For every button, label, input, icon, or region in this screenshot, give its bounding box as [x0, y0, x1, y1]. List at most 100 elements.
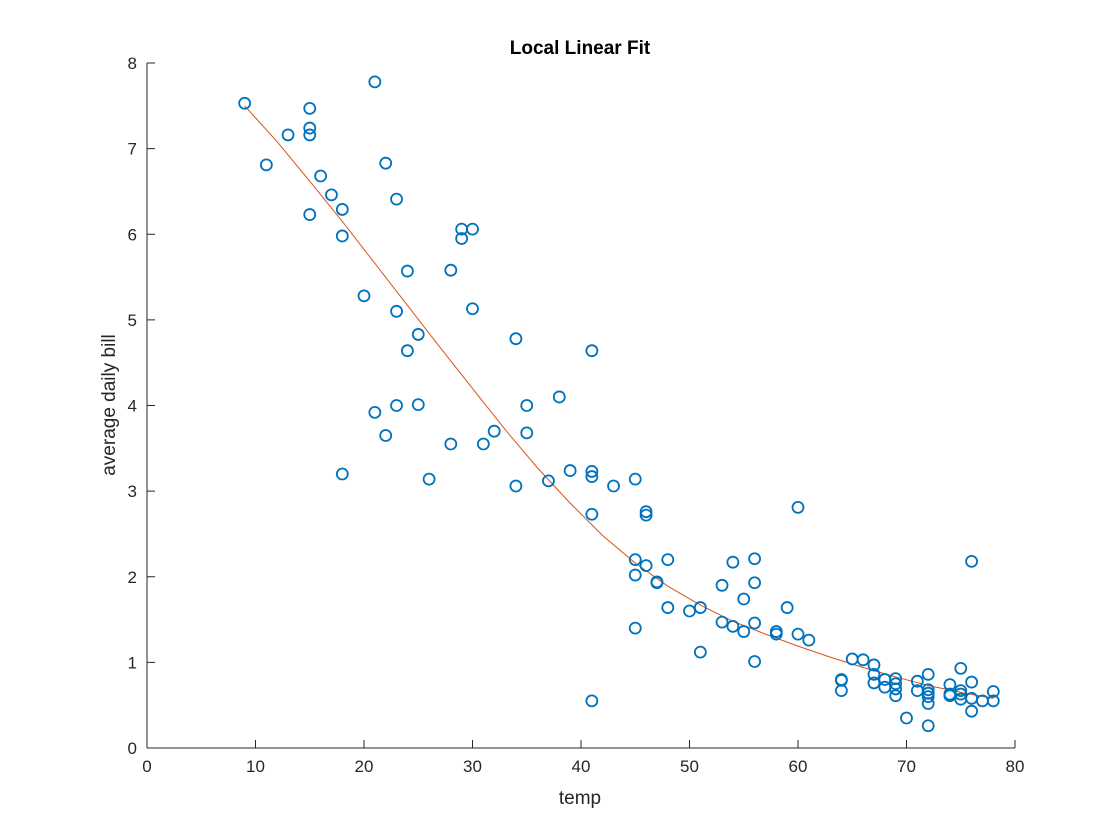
- data-point: [921, 719, 935, 733]
- data-point: [422, 472, 436, 486]
- data-point: [889, 677, 903, 691]
- data-point: [357, 289, 371, 303]
- data-point: [921, 667, 935, 681]
- y-tick-label: 3: [128, 482, 137, 501]
- data-point: [769, 627, 783, 641]
- data-point: [487, 424, 501, 438]
- data-point: [563, 464, 577, 477]
- data-point: [400, 344, 414, 358]
- data-point: [542, 474, 555, 488]
- data-point: [867, 667, 881, 681]
- data-point: [520, 426, 534, 440]
- y-axis-label: average daily bill: [99, 334, 120, 476]
- data-point: [921, 697, 935, 710]
- y-tick-label: 6: [128, 225, 137, 244]
- data-point: [856, 653, 870, 667]
- data-point: [954, 661, 968, 675]
- data-point: [303, 128, 317, 142]
- data-point: [585, 465, 599, 478]
- data-point: [585, 344, 599, 358]
- data-point: [780, 601, 794, 614]
- data-point: [628, 568, 642, 582]
- data-point: [921, 683, 935, 697]
- data-point: [715, 615, 729, 629]
- data-point: [585, 694, 599, 708]
- data-point: [466, 222, 479, 236]
- data-point: [476, 437, 490, 451]
- data-point: [466, 302, 479, 316]
- data-point: [325, 188, 338, 202]
- data-point: [965, 704, 978, 718]
- x-tick-label: 80: [1006, 757, 1025, 776]
- data-point: [509, 479, 523, 493]
- data-point: [585, 507, 599, 521]
- data-point: [411, 398, 425, 412]
- data-points: [238, 75, 1000, 733]
- data-point: [867, 658, 881, 672]
- data-point: [281, 128, 295, 142]
- ticks: 0 10 20 30 40 50 60 70 80 0 1 2 3 4 5 6 7 8: [128, 54, 1025, 776]
- data-point: [509, 332, 523, 346]
- fit-curve-group: [244, 105, 994, 699]
- data-point: [661, 553, 675, 567]
- data-point: [368, 405, 382, 419]
- y-tick-label: 8: [128, 54, 137, 73]
- data-point: [400, 264, 414, 278]
- data-point: [748, 616, 761, 630]
- data-point: [900, 711, 913, 725]
- data-point: [585, 470, 599, 483]
- data-point: [390, 304, 403, 318]
- x-axis-label: temp: [559, 788, 601, 809]
- data-point: [921, 690, 935, 704]
- data-point: [303, 121, 317, 135]
- data-point: [335, 229, 349, 243]
- data-point: [693, 601, 707, 614]
- data-point: [737, 592, 751, 606]
- data-point: [965, 554, 978, 568]
- data-point: [639, 505, 653, 519]
- data-point: [552, 390, 566, 404]
- data-point: [715, 578, 729, 592]
- data-point: [335, 203, 349, 216]
- data-point: [390, 192, 403, 206]
- data-point: [411, 328, 425, 341]
- data-point: [748, 655, 761, 668]
- x-tick-label: 10: [246, 757, 265, 776]
- y-tick-label: 1: [128, 653, 137, 672]
- fit-curve: [244, 105, 994, 699]
- x-tick-label: 30: [463, 757, 482, 776]
- data-point: [444, 437, 458, 451]
- data-point: [737, 625, 751, 638]
- data-point: [726, 555, 740, 569]
- data-point: [835, 684, 848, 698]
- data-point: [520, 399, 534, 412]
- data-point: [791, 500, 805, 514]
- data-point: [954, 684, 968, 698]
- data-point: [802, 633, 816, 647]
- data-point: [748, 552, 761, 566]
- data-point: [791, 627, 805, 641]
- data-point: [628, 472, 642, 486]
- data-point: [650, 576, 664, 590]
- data-point: [748, 576, 761, 590]
- data-point: [314, 169, 328, 183]
- data-point: [889, 689, 903, 703]
- data-point: [910, 674, 924, 688]
- x-tick-label: 50: [680, 757, 699, 776]
- y-tick-label: 7: [128, 140, 137, 159]
- data-point: [639, 508, 653, 522]
- data-point: [379, 156, 393, 170]
- y-tick-label: 5: [128, 311, 137, 330]
- x-tick-label: 0: [142, 757, 151, 776]
- data-point: [726, 620, 740, 633]
- data-point: [303, 208, 317, 221]
- data-point: [889, 682, 903, 696]
- y-tick-label: 4: [128, 397, 137, 416]
- x-tick-label: 70: [897, 757, 916, 776]
- data-point: [693, 645, 707, 659]
- data-point: [444, 263, 458, 277]
- x-tick-label: 60: [789, 757, 808, 776]
- y-tick-label: 0: [128, 739, 137, 758]
